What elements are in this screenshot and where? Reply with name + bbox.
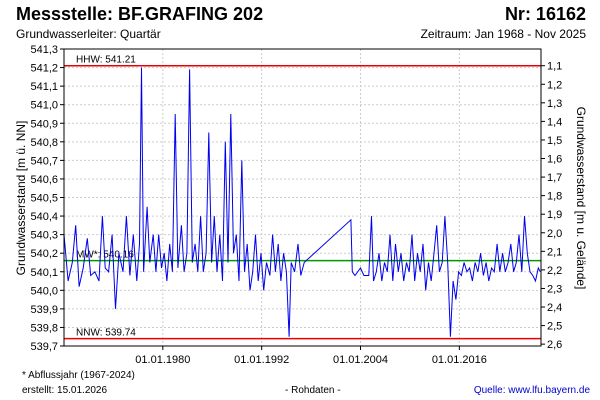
station-number: Nr: 16162 — [504, 4, 586, 24]
y-tick-label-left: 539,9 — [30, 304, 58, 316]
created-date: erstellt: 15.01.2026 — [22, 385, 108, 396]
reference-label: MW*: 540.16 — [76, 250, 134, 261]
y-tick-label-right: 1,8 — [547, 191, 562, 203]
y-tick-label-right: 1,5 — [547, 135, 562, 147]
y-tick-label-left: 539,7 — [30, 341, 58, 353]
y-tick-label-right: 2,1 — [547, 246, 562, 258]
y-tick-label-right: 2,3 — [547, 283, 562, 295]
y-tick-label-left: 540,2 — [30, 248, 58, 260]
axes: 541,3 541,2 541,1 541,0 540,9 540,8 540,7 540,6… — [30, 44, 562, 366]
y-axis-label-left: Grundwasserstand [m ü. NN] — [14, 121, 28, 276]
x-tick-label: 01.01.2004 — [333, 354, 388, 366]
series-layer — [63, 67, 541, 337]
source-link[interactable]: Quelle: www.lfu.bayern.de — [473, 385, 590, 396]
y-tick-label-right: 1,3 — [547, 98, 562, 110]
y-tick-label-right: 1,6 — [547, 154, 562, 166]
y-tick-label-right: 2,2 — [547, 265, 562, 277]
y-tick-label-right: 2,6 — [547, 339, 562, 351]
y-tick-label-right: 1,2 — [547, 79, 562, 91]
y-tick-label-left: 540,4 — [30, 211, 58, 223]
y-tick-label-left: 539,8 — [30, 322, 58, 334]
y-tick-label-left: 541,3 — [30, 44, 58, 56]
reference-label: NNW: 539.74 — [76, 328, 136, 339]
y-tick-label-right: 1,1 — [547, 61, 562, 73]
reference-lines: HHW: 541.21 MW*: 540.16 NNW: 539.74 — [64, 55, 541, 340]
y-tick-label-left: 540,1 — [30, 267, 58, 279]
aquifer-label: Grundwasserleiter: Quartär — [16, 27, 161, 41]
reference-label: HHW: 541.21 — [76, 55, 136, 66]
y-tick-label-right: 1,9 — [547, 209, 562, 221]
y-tick-label-left: 540,6 — [30, 174, 58, 186]
y-tick-label-left: 540,5 — [30, 193, 58, 205]
x-tick-label: 01.01.1980 — [135, 354, 190, 366]
y-tick-label-left: 541,1 — [30, 81, 58, 93]
raw-data-label: - Rohdaten - — [285, 385, 341, 396]
period-label: Zeitraum: Jan 1968 - Nov 2025 — [420, 27, 586, 41]
series-line — [63, 67, 541, 337]
footnote: * Abflussjahr (1967-2024) — [22, 370, 135, 381]
y-tick-label-right: 2,5 — [547, 321, 562, 333]
y-tick-label-left: 540,9 — [30, 118, 58, 130]
y-tick-label-left: 541,2 — [30, 63, 58, 75]
station-title: Messstelle: BF.GRAFING 202 — [16, 4, 264, 24]
y-tick-label-left: 541,0 — [30, 100, 58, 112]
y-tick-label-right: 1,4 — [547, 116, 562, 128]
y-tick-label-right: 2,0 — [547, 228, 562, 240]
y-tick-label-left: 540,8 — [30, 137, 58, 149]
x-tick-label: 01.01.1992 — [234, 354, 289, 366]
y-tick-label-left: 540,7 — [30, 155, 58, 167]
x-tick-label: 01.01.2016 — [432, 354, 487, 366]
grid — [64, 48, 541, 347]
y-tick-label-left: 540,3 — [30, 230, 58, 242]
y-tick-label-right: 2,4 — [547, 302, 562, 314]
y-axis-label-right: Grundwasserstand [m u. Gelände] — [574, 107, 588, 290]
y-tick-label-right: 1,7 — [547, 172, 562, 184]
y-tick-label-left: 540,0 — [30, 285, 58, 297]
